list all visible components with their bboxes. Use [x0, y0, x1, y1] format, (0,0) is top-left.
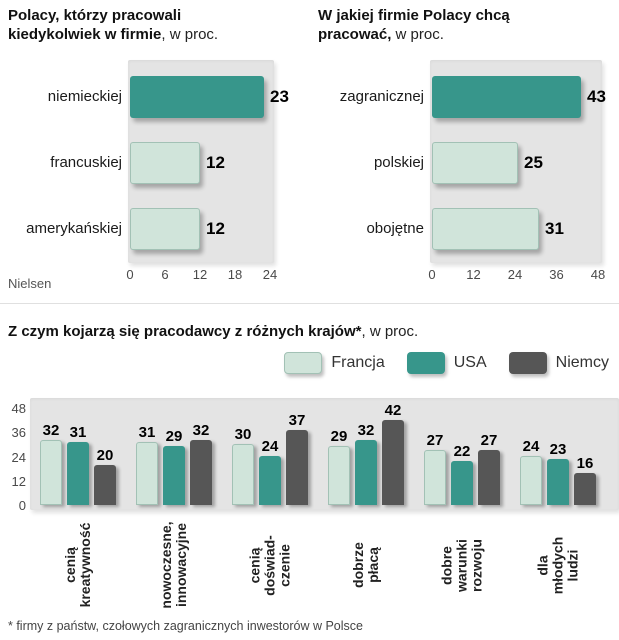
bar-niemcy — [574, 473, 596, 505]
y-tick-label: 36 — [11, 425, 26, 441]
bar-usa — [547, 459, 569, 505]
bar-niemcy — [190, 440, 212, 505]
footnote: * firmy z państw, czołowych zagranicznyc… — [8, 619, 363, 633]
value-label: 12 — [206, 153, 225, 172]
value-label: 43 — [587, 87, 606, 106]
value-label: 27 — [480, 432, 498, 449]
category-label: dla młodych ludzi — [534, 536, 581, 594]
chart-legend: Francja USA Niemcy — [284, 352, 609, 374]
legend-item-francja: Francja — [284, 352, 385, 374]
bar-amerykańskiej — [130, 208, 200, 250]
x-tick-label: 18 — [227, 267, 243, 282]
bar-francja — [328, 446, 350, 505]
y-tick-label: 12 — [11, 473, 26, 489]
chart-title-bold: Z czym kojarzą się pracodawcy z różnych … — [8, 323, 362, 340]
value-label: 16 — [576, 455, 594, 472]
bar-usa — [67, 442, 89, 505]
source-label: Nielsen — [8, 276, 52, 291]
x-tick-label: 12 — [192, 267, 208, 282]
value-label: 32 — [42, 422, 60, 439]
legend-label: Francja — [331, 354, 385, 371]
chart-title-want: W jakiej firmie Polacy chcą pracować, w … — [318, 6, 563, 44]
bar-niemcy — [478, 450, 500, 505]
category-label: obojętne — [366, 220, 424, 237]
legend-item-usa: USA — [406, 352, 487, 374]
value-label: 29 — [165, 428, 183, 445]
legend-swatch — [508, 352, 547, 374]
value-label: 23 — [549, 441, 567, 458]
bar-niemieckiej — [130, 76, 264, 118]
value-label: 29 — [330, 428, 348, 445]
value-label: 30 — [234, 426, 252, 443]
chart-title-bold: W jakiej firmie Polacy chcą pracować, — [318, 7, 510, 43]
bar-niemcy — [286, 430, 308, 505]
bar-usa — [163, 446, 185, 505]
category-label: francuskiej — [50, 154, 122, 171]
value-label: 27 — [426, 432, 444, 449]
category-label: nowoczesne, innowacyjne — [158, 521, 189, 609]
bar-niemcy — [94, 465, 116, 505]
x-tick-label: 0 — [428, 267, 436, 282]
bar-usa — [451, 461, 473, 505]
category-label: dobre warunki rozwoju — [438, 538, 485, 592]
chart-title-suffix: w proc. — [391, 26, 444, 43]
bar-francuskiej — [130, 142, 200, 184]
category-label: zagranicznej — [339, 88, 424, 105]
value-label: 31 — [138, 424, 156, 441]
value-label: 31 — [69, 424, 87, 441]
bar-polskiej — [432, 142, 518, 184]
category-label: dobrze płacą — [350, 542, 381, 588]
y-tick-label: 0 — [18, 498, 26, 513]
section-divider — [0, 303, 619, 304]
category-label: cenią kreatywność — [62, 522, 93, 608]
bar-francja — [520, 456, 542, 505]
bar-francja — [232, 444, 254, 505]
x-tick-label: 24 — [507, 267, 523, 282]
legend-label: Niemcy — [555, 354, 609, 371]
bar-zagranicznej — [432, 76, 581, 118]
bar-francja — [424, 450, 446, 505]
value-label: 42 — [384, 402, 402, 419]
legend-label: USA — [453, 354, 487, 371]
y-tick-label: 24 — [11, 449, 26, 465]
chart-title-suffix: , w proc. — [361, 323, 419, 340]
value-label: 31 — [545, 219, 564, 238]
category-label: cenią doświad- czenie — [246, 534, 293, 596]
legend-swatch — [406, 352, 445, 374]
category-label: polskiej — [373, 154, 424, 171]
value-label: 32 — [357, 422, 375, 439]
x-tick-label: 6 — [161, 267, 169, 282]
value-label: 12 — [206, 219, 225, 238]
chart-title-bold: Polacy, którzy pracowali kiedykolwiek w … — [8, 7, 182, 43]
bar-francja — [136, 442, 158, 505]
value-label: 23 — [270, 87, 289, 106]
category-label: amerykańskiej — [26, 220, 122, 237]
value-label: 37 — [288, 412, 306, 429]
y-tick-label: 48 — [11, 401, 26, 416]
bar-usa — [259, 456, 281, 505]
x-tick-label: 0 — [126, 267, 134, 282]
legend-item-niemcy: Niemcy — [508, 352, 609, 374]
value-label: 25 — [524, 153, 543, 172]
value-label: 20 — [96, 447, 114, 464]
bar-usa — [355, 440, 377, 505]
bar-obojętne — [432, 208, 539, 250]
legend-swatch — [284, 352, 323, 374]
chart-title-associations: Z czym kojarzą się pracodawcy z różnych … — [8, 322, 608, 341]
x-tick-label: 48 — [590, 267, 606, 282]
value-label: 32 — [192, 422, 210, 439]
category-label: niemieckiej — [47, 88, 122, 105]
x-tick-label: 36 — [549, 267, 564, 282]
chart-title-worked: Polacy, którzy pracowali kiedykolwiek w … — [8, 6, 248, 44]
value-label: 24 — [261, 438, 279, 455]
x-tick-label: 24 — [262, 267, 278, 282]
x-tick-label: 12 — [466, 267, 481, 282]
chart-title-suffix: , w proc. — [161, 26, 219, 43]
value-label: 22 — [453, 443, 471, 460]
value-label: 24 — [522, 438, 540, 455]
bar-niemcy — [382, 420, 404, 505]
bar-francja — [40, 440, 62, 505]
